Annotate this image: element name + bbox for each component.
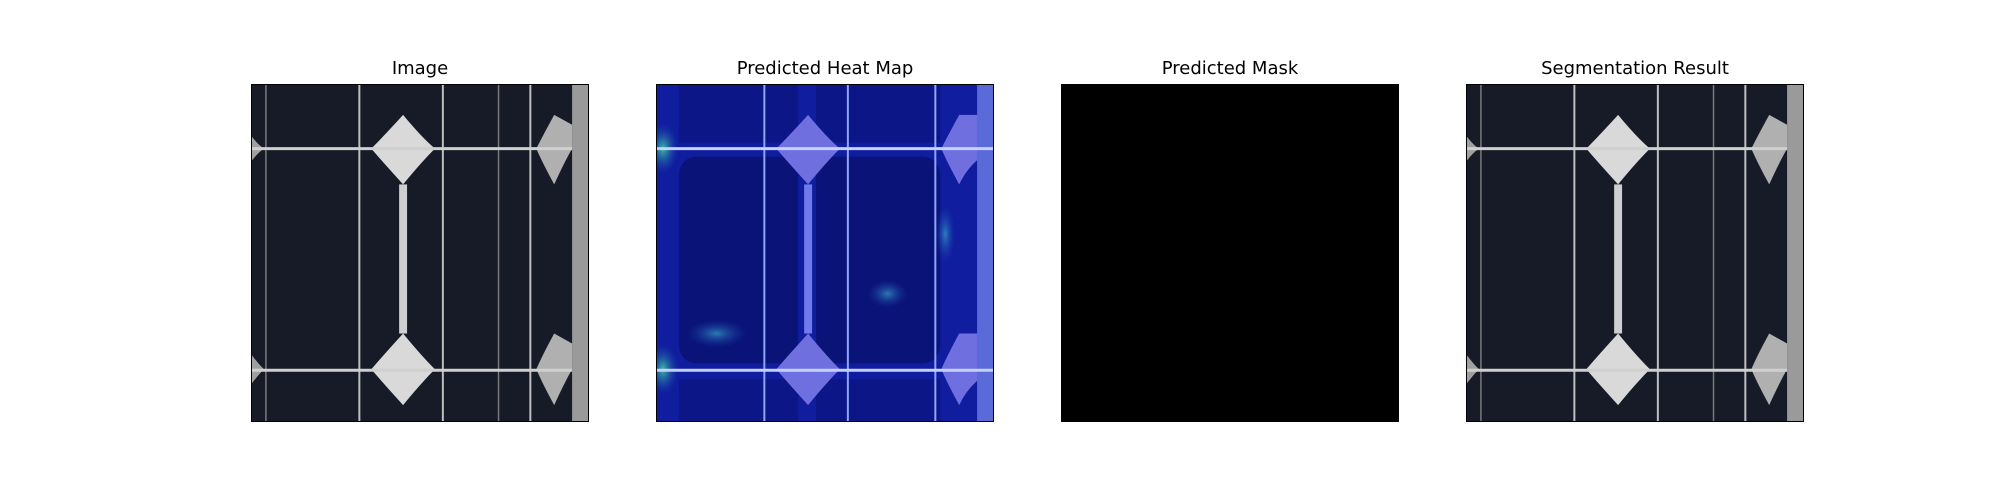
solar-cell-image [252, 85, 588, 421]
mask-image [1062, 85, 1398, 421]
panel-title-mask: Predicted Mask [1161, 58, 1299, 79]
heat-map-image [657, 85, 993, 421]
mask-panel [1061, 84, 1399, 422]
image-panel [251, 84, 589, 422]
heat-map-panel [656, 84, 994, 422]
panel-title-image: Image [391, 58, 449, 79]
segmentation-image [1467, 85, 1803, 421]
panel-title-heat-map: Predicted Heat Map [736, 58, 914, 79]
panel-title-segmentation: Segmentation Result [1541, 58, 1729, 79]
segmentation-panel [1466, 84, 1804, 422]
